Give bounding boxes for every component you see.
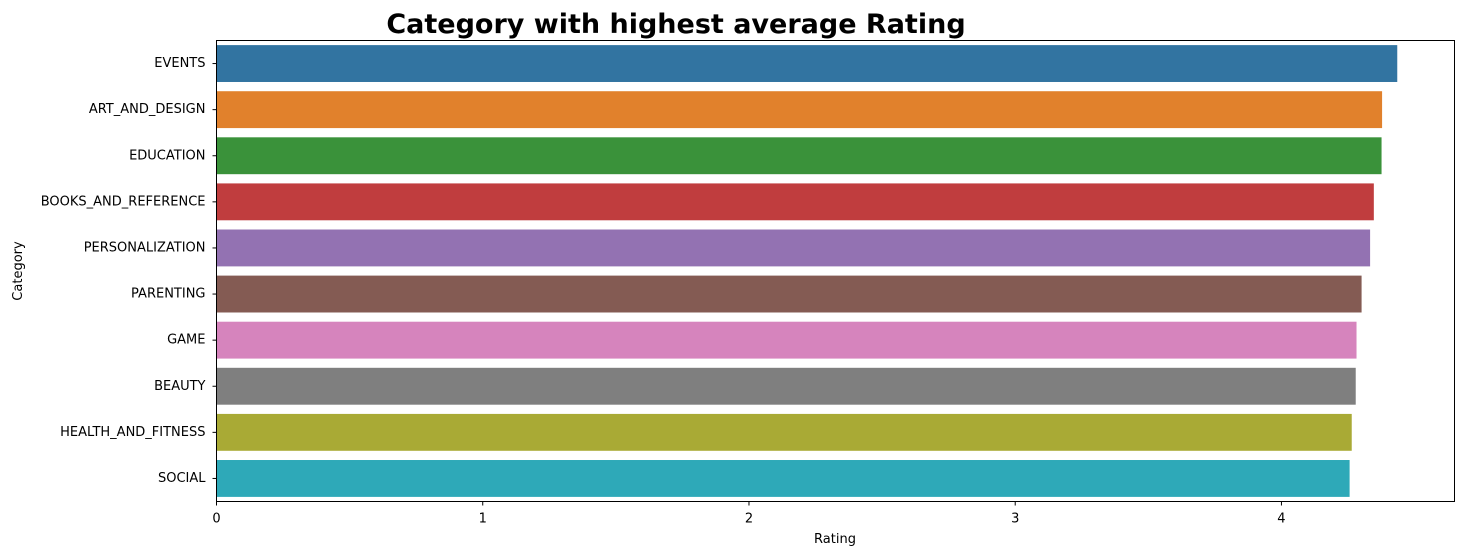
x-tick-label: 1 bbox=[479, 512, 487, 527]
x-tick-label: 3 bbox=[1011, 512, 1019, 527]
plot-frame bbox=[216, 40, 1455, 502]
bar bbox=[216, 321, 1357, 359]
y-axis-ticks: EVENTS ART_AND_DESIGN EDUCATION BOOKS_AND_R… bbox=[41, 56, 217, 486]
bar bbox=[216, 91, 1383, 129]
y-tick-label: EVENTS bbox=[154, 56, 205, 71]
y-tick-label: PARENTING bbox=[131, 287, 205, 302]
bar bbox=[216, 367, 1356, 405]
y-tick-label: BEAUTY bbox=[154, 379, 205, 394]
y-tick-label: PERSONALIZATION bbox=[84, 240, 206, 255]
bar bbox=[216, 460, 1350, 497]
bar bbox=[216, 183, 1374, 221]
bar bbox=[216, 275, 1362, 313]
chart-title: Category with highest average Rating bbox=[386, 9, 965, 40]
y-axis-label: Category bbox=[11, 241, 26, 301]
x-tick-label: 0 bbox=[212, 512, 220, 527]
bar bbox=[216, 413, 1352, 451]
bar bbox=[216, 137, 1382, 175]
x-axis-ticks: 0 1 2 3 4 bbox=[212, 501, 1286, 527]
y-tick-label: ART_AND_DESIGN bbox=[89, 102, 206, 117]
bar bbox=[216, 229, 1371, 267]
y-tick-label: EDUCATION bbox=[129, 148, 205, 163]
x-tick-label: 2 bbox=[745, 512, 753, 527]
x-axis-label: Rating bbox=[814, 532, 856, 547]
y-tick-label: BOOKS_AND_REFERENCE bbox=[41, 194, 206, 209]
bar bbox=[216, 45, 1398, 82]
y-tick-label: HEALTH_AND_FITNESS bbox=[60, 425, 205, 440]
bars bbox=[216, 45, 1398, 497]
y-tick-label: SOCIAL bbox=[158, 471, 206, 486]
y-tick-label: GAME bbox=[167, 333, 205, 348]
x-tick-label: 4 bbox=[1277, 512, 1285, 527]
